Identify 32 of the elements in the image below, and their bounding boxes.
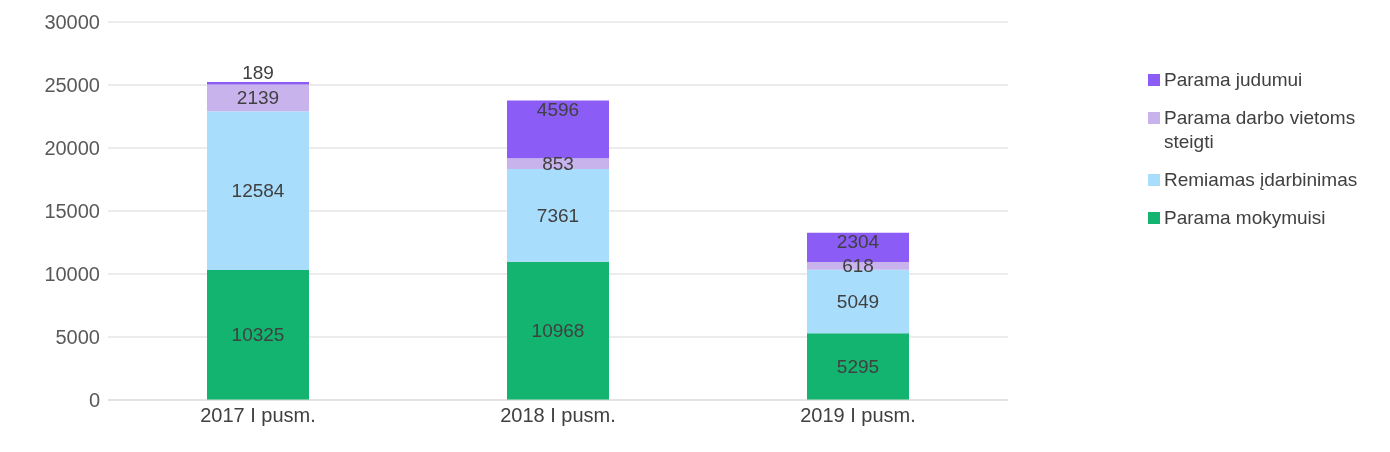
y-tick-label: 0 [88, 389, 100, 412]
data-label: 2304 [836, 231, 880, 253]
x-tick-label: 2019 I pusm. [800, 404, 916, 427]
legend-label: Remiamas įdarbinimas [1164, 168, 1358, 192]
bar [507, 100, 609, 159]
bar [807, 333, 909, 400]
legend-label: Parama judumui [1164, 68, 1303, 92]
y-tick-label: 5000 [55, 326, 100, 349]
y-tick-label: 10000 [44, 263, 100, 286]
data-label: 5295 [836, 356, 880, 378]
bar [207, 269, 309, 400]
y-tick-label: 30000 [44, 11, 100, 34]
y-tick-label: 20000 [44, 137, 100, 160]
bar [207, 111, 309, 270]
y-tick-label: 15000 [44, 200, 100, 223]
data-label: 10968 [531, 320, 585, 342]
legend-label: Parama darbo vietoms steigti [1164, 106, 1357, 154]
bar [507, 169, 609, 262]
data-label: 12584 [231, 180, 285, 202]
data-label: 853 [542, 153, 574, 175]
data-label: 10325 [231, 324, 285, 346]
data-label: 618 [842, 255, 874, 277]
data-label: 2139 [236, 87, 280, 109]
legend-label: Parama mokymuisi [1164, 206, 1326, 230]
x-tick-label: 2018 I pusm. [500, 404, 616, 427]
data-label: 4596 [536, 98, 580, 120]
data-label: 189 [242, 61, 274, 83]
x-tick-label: 2017 I pusm. [200, 404, 316, 427]
y-tick-label: 25000 [44, 74, 100, 97]
data-label: 5049 [836, 290, 880, 312]
bar [507, 261, 609, 400]
data-label: 7361 [536, 204, 580, 226]
